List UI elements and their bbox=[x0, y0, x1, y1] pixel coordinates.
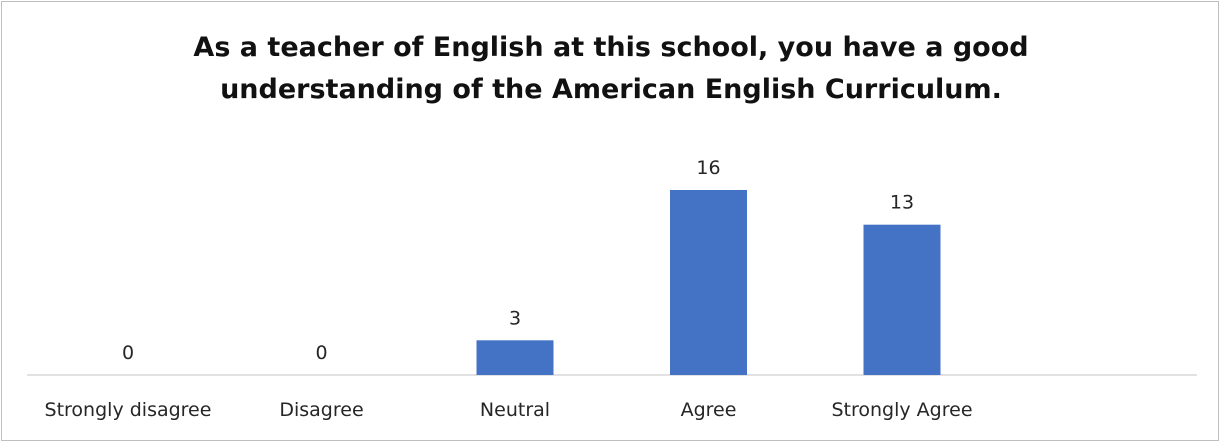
data-label: 13 bbox=[890, 192, 914, 214]
data-label: 3 bbox=[509, 307, 521, 329]
bar-agree bbox=[670, 190, 747, 375]
x-tick-label: Agree bbox=[681, 399, 737, 421]
chart-title: As a teacher of English at this school, … bbox=[193, 32, 1029, 105]
bar-strongly-agree bbox=[863, 224, 941, 375]
data-label: 0 bbox=[122, 342, 134, 364]
x-tick-label: Strongly disagree bbox=[45, 399, 212, 421]
x-tick-label: Strongly Agree bbox=[831, 399, 972, 421]
x-tick-label: Neutral bbox=[480, 399, 550, 421]
data-labels-group: 0 0 3 16 13 bbox=[122, 157, 914, 364]
tick-labels-group: Strongly disagree Disagree Neutral Agree Str… bbox=[45, 399, 973, 421]
data-label: 16 bbox=[696, 157, 720, 179]
bars-group bbox=[476, 190, 941, 375]
x-tick-label: Disagree bbox=[279, 399, 363, 421]
bar-neutral bbox=[476, 340, 554, 375]
data-label: 0 bbox=[315, 342, 327, 364]
